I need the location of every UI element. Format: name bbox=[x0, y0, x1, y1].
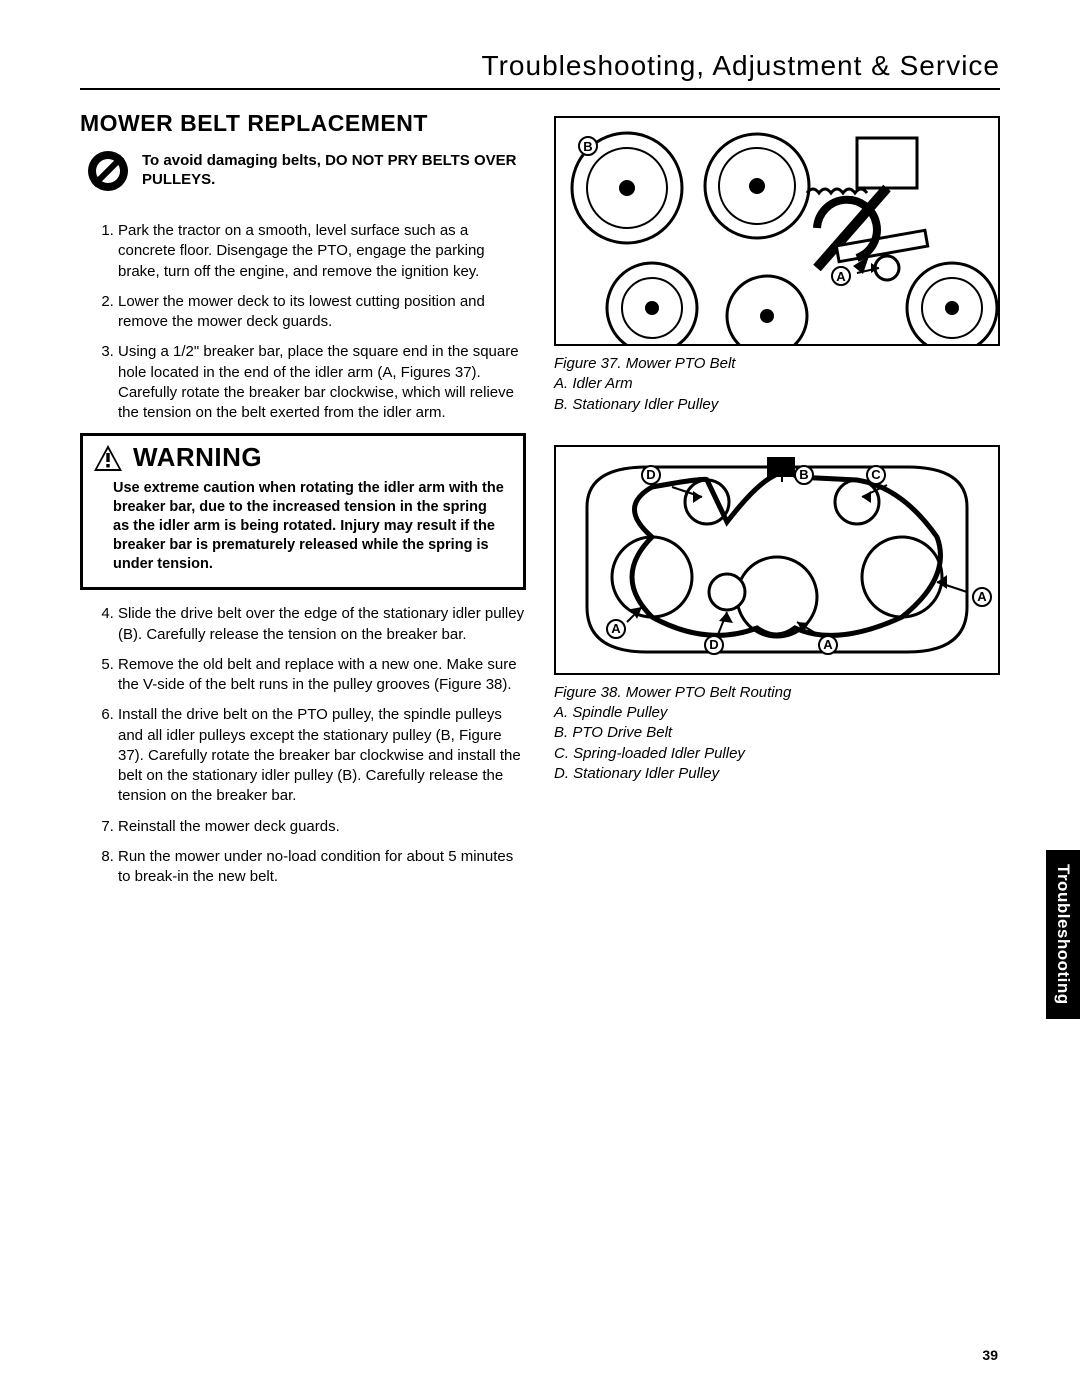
callout-d: D bbox=[641, 465, 661, 485]
callout-a: A bbox=[831, 266, 851, 286]
step-item: Install the drive belt on the PTO pulley… bbox=[118, 705, 526, 806]
warning-title: WARNING bbox=[133, 442, 262, 473]
figure-38-title: Figure 38. Mower PTO Belt Routing bbox=[554, 684, 791, 701]
figure-38: D B C A D A A bbox=[554, 445, 1000, 675]
callout-b: B bbox=[794, 465, 814, 485]
prohibit-icon bbox=[86, 149, 130, 193]
figure-37-caption: Figure 37. Mower PTO Belt A. Idler Arm B… bbox=[554, 354, 1000, 415]
steps-list-a: Park the tractor on a smooth, level surf… bbox=[80, 221, 526, 423]
figure-37: B A bbox=[554, 116, 1000, 346]
step-item: Reinstall the mower deck guards. bbox=[118, 817, 526, 837]
figure-38-item-a: A. Spindle Pulley bbox=[554, 704, 667, 721]
content-columns: MOWER BELT REPLACEMENT To avoid damaging… bbox=[80, 110, 1000, 897]
warning-body: Use extreme caution when rotating the id… bbox=[83, 475, 523, 587]
step-item: Slide the drive belt over the edge of th… bbox=[118, 604, 526, 645]
figure-38-item-d: D. Stationary Idler Pulley bbox=[554, 765, 719, 782]
callout-a2: A bbox=[818, 635, 838, 655]
caution-row: To avoid damaging belts, DO NOT PRY BELT… bbox=[80, 149, 526, 193]
step-item: Using a 1/2" breaker bar, place the squa… bbox=[118, 342, 526, 423]
caution-text: To avoid damaging belts, DO NOT PRY BELT… bbox=[142, 152, 526, 190]
callout-c: C bbox=[866, 465, 886, 485]
warning-box: WARNING Use extreme caution when rotatin… bbox=[80, 433, 526, 590]
side-tab: Troubleshooting bbox=[1046, 850, 1080, 1019]
left-column: MOWER BELT REPLACEMENT To avoid damaging… bbox=[80, 110, 526, 897]
step-item: Run the mower under no-load condition fo… bbox=[118, 847, 526, 888]
warning-header: WARNING bbox=[83, 436, 523, 475]
right-column: B A Figure 37. Mower PTO Belt A. Idler A… bbox=[554, 110, 1000, 897]
figure-38-diagram bbox=[556, 447, 998, 673]
figure-37-diagram bbox=[556, 118, 998, 344]
page-number: 39 bbox=[982, 1347, 998, 1363]
warning-triangle-icon bbox=[93, 444, 123, 472]
callout-a3: A bbox=[972, 587, 992, 607]
callout-b: B bbox=[578, 136, 598, 156]
figure-38-caption: Figure 38. Mower PTO Belt Routing A. Spi… bbox=[554, 683, 1000, 784]
callout-a: A bbox=[606, 619, 626, 639]
figure-37-title: Figure 37. Mower PTO Belt bbox=[554, 355, 735, 372]
step-item: Lower the mower deck to its lowest cutti… bbox=[118, 292, 526, 333]
callout-d2: D bbox=[704, 635, 724, 655]
section-title: MOWER BELT REPLACEMENT bbox=[80, 110, 526, 137]
figure-38-item-b: B. PTO Drive Belt bbox=[554, 724, 672, 741]
page-title: Troubleshooting, Adjustment & Service bbox=[80, 50, 1000, 90]
step-item: Park the tractor on a smooth, level surf… bbox=[118, 221, 526, 282]
figure-37-item-b: B. Stationary Idler Pulley bbox=[554, 396, 718, 413]
figure-37-item-a: A. Idler Arm bbox=[554, 375, 633, 392]
figure-38-item-c: C. Spring-loaded Idler Pulley bbox=[554, 745, 745, 762]
steps-list-b: Slide the drive belt over the edge of th… bbox=[80, 604, 526, 887]
step-item: Remove the old belt and replace with a n… bbox=[118, 655, 526, 696]
